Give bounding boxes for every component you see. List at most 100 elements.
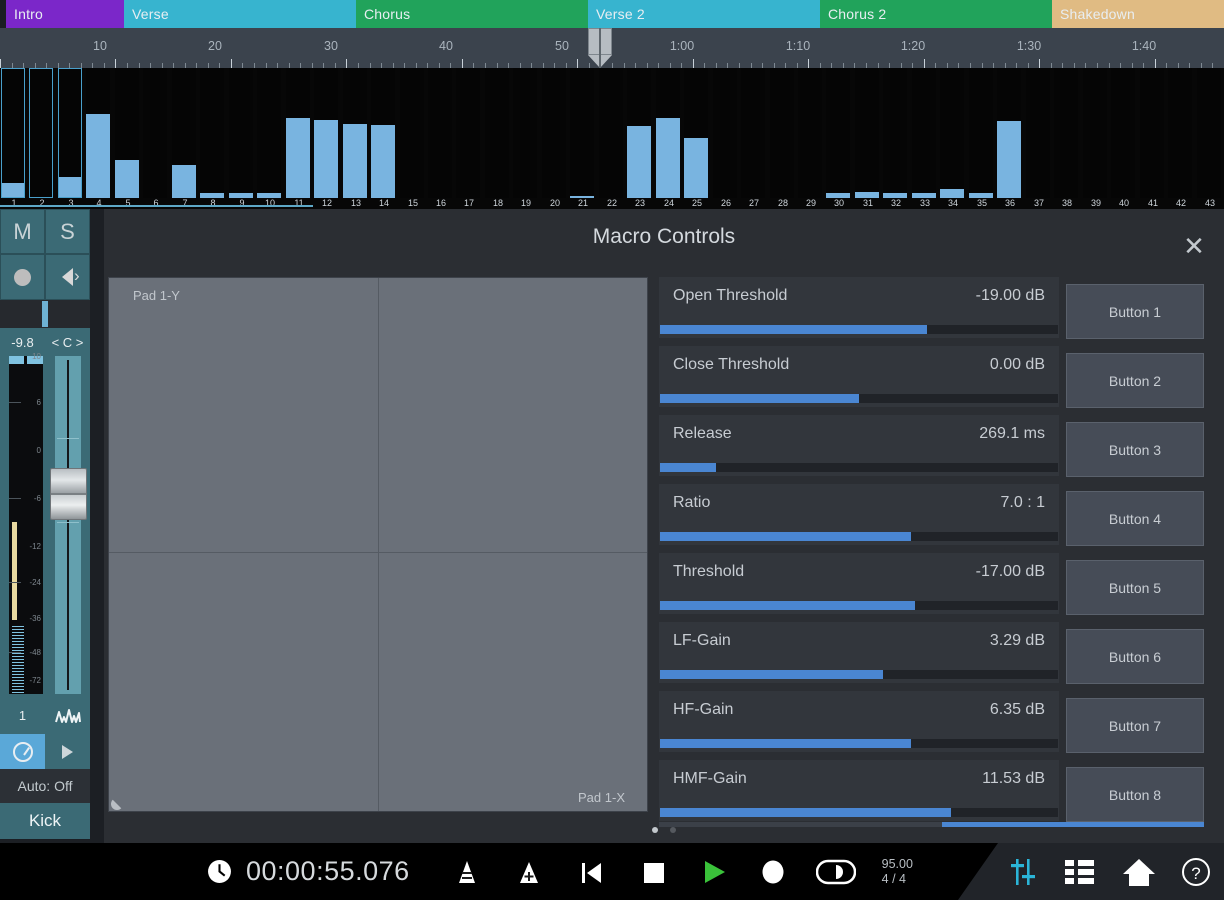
macro-parameter-row[interactable]: HMF-Gain 11.53 dB: [659, 760, 1059, 821]
stop-icon[interactable]: [638, 857, 668, 887]
audio-clip[interactable]: [371, 68, 395, 198]
xy-pad-cursor[interactable]: [111, 798, 123, 810]
macro-button[interactable]: Button 7: [1066, 698, 1204, 753]
audio-clip[interactable]: [343, 68, 367, 198]
audio-clip[interactable]: [770, 68, 794, 198]
audio-clip[interactable]: [29, 68, 53, 198]
automation-status[interactable]: Auto: Off: [0, 769, 90, 803]
volume-fader-handle[interactable]: [50, 468, 87, 520]
macro-button[interactable]: Button 1: [1066, 284, 1204, 339]
arrangement-section[interactable]: Shakedown: [1052, 0, 1224, 28]
clock-icon[interactable]: [206, 859, 232, 885]
audio-clip[interactable]: [314, 68, 338, 198]
audio-clip[interactable]: [684, 68, 708, 198]
macro-parameter-row[interactable]: Close Threshold 0.00 dB: [659, 346, 1059, 407]
macro-parameter-row[interactable]: Release 269.1 ms: [659, 415, 1059, 476]
audio-clip[interactable]: [826, 68, 850, 198]
rewind-to-start-icon[interactable]: [576, 857, 606, 887]
audio-clip[interactable]: [656, 68, 680, 198]
timecode-display[interactable]: 00:00:55.076: [246, 856, 410, 886]
audio-clip[interactable]: [257, 68, 281, 198]
mixer-faders-icon[interactable]: [1005, 854, 1041, 890]
audio-clip[interactable]: [143, 68, 167, 198]
audio-clip[interactable]: [456, 68, 480, 198]
volume-fader-track[interactable]: [55, 356, 81, 694]
page-dot[interactable]: [670, 827, 676, 833]
audio-clip[interactable]: [58, 68, 82, 198]
record-arm-button[interactable]: [0, 254, 45, 300]
macro-parameter-row[interactable]: Threshold -17.00 dB: [659, 553, 1059, 614]
audio-clip[interactable]: [997, 68, 1021, 198]
audio-clip[interactable]: [1197, 68, 1221, 198]
timeline-ruler[interactable]: 10 20 30 40 50 1:00 1:10 1:20 1:30 1:40: [0, 28, 1224, 68]
solo-button[interactable]: S: [45, 209, 90, 254]
audio-clip[interactable]: [912, 68, 936, 198]
page-indicator[interactable]: [104, 820, 1224, 838]
audio-clip[interactable]: [513, 68, 537, 198]
input-number[interactable]: 1: [18, 708, 27, 723]
audio-clip[interactable]: [86, 68, 110, 198]
horizontal-scrollbar[interactable]: [659, 822, 1204, 827]
pan-slider[interactable]: [0, 300, 90, 328]
audio-clip[interactable]: [1083, 68, 1107, 198]
audio-clip[interactable]: [1054, 68, 1078, 198]
arrangement-section[interactable]: Intro: [0, 0, 124, 28]
audio-clip[interactable]: [627, 68, 651, 198]
macro-parameter-slider[interactable]: [660, 463, 1058, 472]
scrollbar-thumb[interactable]: [942, 822, 1204, 827]
macro-parameter-row[interactable]: Ratio 7.0 : 1: [659, 484, 1059, 545]
play-icon[interactable]: [698, 856, 730, 888]
audio-clip[interactable]: [940, 68, 964, 198]
metronome-icon[interactable]: [452, 857, 482, 887]
audio-clip[interactable]: [172, 68, 196, 198]
audio-clip[interactable]: [200, 68, 224, 198]
macro-button[interactable]: Button 6: [1066, 629, 1204, 684]
automation-mode-button[interactable]: [0, 734, 45, 769]
mute-button[interactable]: M: [0, 209, 45, 254]
macro-parameter-slider[interactable]: [660, 808, 1058, 817]
close-icon[interactable]: ✕: [1183, 231, 1205, 261]
audio-clip[interactable]: [1026, 68, 1050, 198]
audio-clip[interactable]: [741, 68, 765, 198]
macro-parameter-slider[interactable]: [660, 601, 1058, 610]
macro-parameter-slider[interactable]: [660, 394, 1058, 403]
macro-parameter-slider[interactable]: [660, 670, 1058, 679]
macro-button[interactable]: Button 3: [1066, 422, 1204, 477]
loop-icon[interactable]: [815, 855, 856, 889]
macro-parameter-slider[interactable]: [660, 532, 1058, 541]
audio-clip[interactable]: [798, 68, 822, 198]
home-icon[interactable]: [1120, 854, 1158, 890]
arrangement-section[interactable]: Chorus 2: [820, 0, 1052, 28]
page-dot[interactable]: [652, 827, 658, 833]
audio-clip[interactable]: [1168, 68, 1192, 198]
add-marker-icon[interactable]: [514, 857, 544, 887]
list-view-icon[interactable]: [1062, 854, 1098, 890]
input-monitor-button[interactable]: [45, 254, 90, 300]
arrangement-section[interactable]: Verse 2: [588, 0, 820, 28]
pan-slider-handle[interactable]: [42, 301, 48, 327]
audio-clip[interactable]: [570, 68, 594, 198]
audio-clip[interactable]: [400, 68, 424, 198]
audio-clip[interactable]: [229, 68, 253, 198]
volume-value[interactable]: -9.8: [11, 334, 34, 350]
audio-clip[interactable]: [286, 68, 310, 198]
audio-clip[interactable]: [485, 68, 509, 198]
waveform-icon[interactable]: [45, 708, 90, 734]
audio-clip[interactable]: [428, 68, 452, 198]
audio-clip[interactable]: [599, 68, 623, 198]
record-icon[interactable]: [758, 857, 788, 887]
arrangement-section[interactable]: Verse: [124, 0, 356, 28]
preview-play-button[interactable]: [45, 734, 90, 769]
macro-parameter-row[interactable]: LF-Gain 3.29 dB: [659, 622, 1059, 683]
audio-clip[interactable]: [1140, 68, 1164, 198]
tempo-display[interactable]: 95.00 4 / 4: [882, 857, 913, 887]
audio-clip[interactable]: [1, 68, 25, 198]
audio-clip[interactable]: [1111, 68, 1135, 198]
audio-clip[interactable]: [115, 68, 139, 198]
track-clip-area[interactable]: 1 2 3 4 5 6 7 8 9 10 11 12 13 14 15 16 17 18 19 20 21 22 23 24 2…: [0, 68, 1224, 209]
help-icon[interactable]: ?: [1179, 855, 1213, 889]
audio-clip[interactable]: [855, 68, 879, 198]
macro-parameter-slider[interactable]: [660, 325, 1058, 334]
xy-pad[interactable]: Pad 1-Y Pad 1-X: [108, 277, 648, 812]
macro-parameter-row[interactable]: Open Threshold -19.00 dB: [659, 277, 1059, 338]
